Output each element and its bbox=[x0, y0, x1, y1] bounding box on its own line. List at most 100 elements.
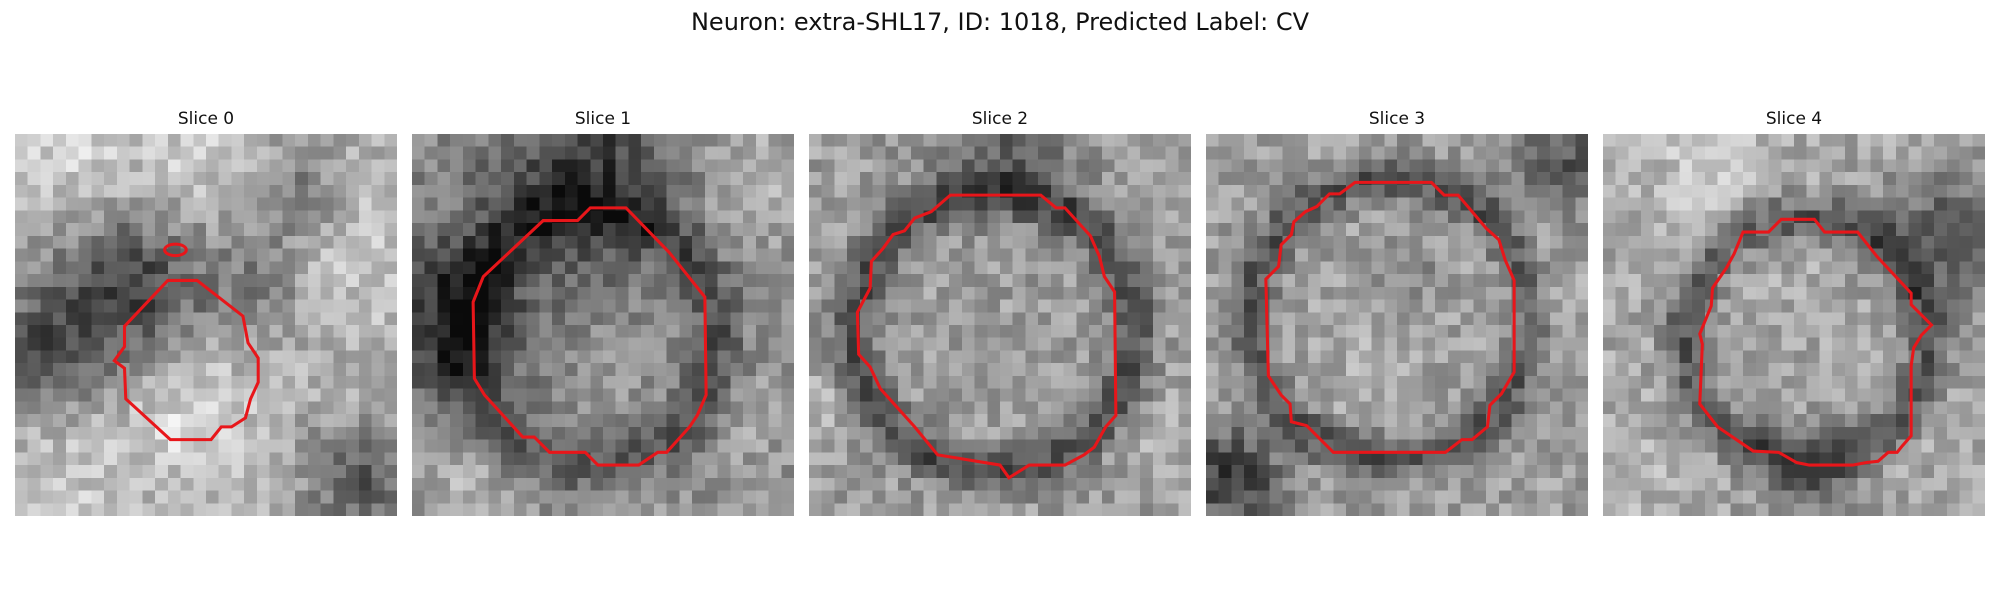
image-pixel bbox=[346, 134, 360, 147]
image-pixel bbox=[462, 375, 476, 389]
image-pixel bbox=[717, 350, 731, 364]
image-pixel bbox=[1857, 426, 1871, 440]
image-pixel bbox=[358, 388, 372, 402]
image-pixel bbox=[1641, 350, 1655, 364]
image-pixel bbox=[872, 274, 886, 288]
image-pixel bbox=[475, 210, 489, 224]
image-pixel bbox=[755, 223, 769, 237]
image-pixel bbox=[231, 146, 245, 160]
image-pixel bbox=[1231, 146, 1245, 160]
image-pixel bbox=[1768, 414, 1782, 428]
image-pixel bbox=[1908, 325, 1922, 338]
image-pixel bbox=[692, 426, 706, 440]
image-pixel bbox=[1870, 426, 1884, 440]
image-pixel bbox=[615, 235, 629, 249]
image-pixel bbox=[1794, 134, 1807, 147]
image-pixel bbox=[1794, 350, 1807, 364]
image-pixel bbox=[40, 299, 54, 313]
image-pixel bbox=[1921, 439, 1935, 453]
image-pixel bbox=[320, 388, 334, 402]
image-pixel bbox=[1025, 235, 1039, 249]
image-pixel bbox=[1730, 312, 1744, 326]
image-pixel bbox=[282, 134, 296, 147]
image-pixel bbox=[910, 146, 924, 160]
image-pixel bbox=[15, 210, 28, 224]
image-pixel bbox=[1397, 159, 1410, 173]
image-pixel bbox=[256, 312, 270, 326]
image-pixel bbox=[704, 159, 718, 173]
image-pixel bbox=[1038, 248, 1052, 262]
image-pixel bbox=[809, 261, 822, 275]
image-pixel bbox=[269, 235, 283, 249]
image-pixel bbox=[1959, 197, 1973, 211]
image-pixel bbox=[1206, 172, 1219, 186]
image-pixel bbox=[1959, 337, 1973, 351]
image-pixel bbox=[1730, 223, 1744, 237]
image-pixel bbox=[488, 325, 502, 338]
image-pixel bbox=[1050, 248, 1064, 262]
image-pixel bbox=[1063, 261, 1077, 275]
image-pixel bbox=[1819, 350, 1833, 364]
image-pixel bbox=[1908, 134, 1922, 147]
image-pixel bbox=[346, 184, 360, 198]
image-pixel bbox=[1562, 261, 1576, 275]
image-pixel bbox=[1231, 248, 1245, 262]
image-pixel bbox=[475, 439, 489, 453]
image-pixel bbox=[295, 223, 309, 237]
image-pixel bbox=[717, 159, 731, 173]
image-pixel bbox=[1307, 210, 1321, 224]
image-pixel bbox=[193, 465, 207, 479]
image-pixel bbox=[1730, 375, 1744, 389]
image-pixel bbox=[1165, 184, 1179, 198]
image-pixel bbox=[641, 414, 655, 428]
image-pixel bbox=[1165, 414, 1179, 428]
image-pixel bbox=[142, 159, 156, 173]
image-pixel bbox=[1346, 223, 1360, 237]
image-pixel bbox=[628, 375, 642, 389]
image-pixel bbox=[653, 299, 667, 313]
image-pixel bbox=[821, 414, 835, 428]
image-pixel bbox=[717, 146, 731, 160]
image-pixel bbox=[1959, 146, 1973, 160]
image-pixel bbox=[412, 414, 425, 428]
image-pixel bbox=[1666, 439, 1680, 453]
image-pixel bbox=[1358, 146, 1372, 160]
image-pixel bbox=[1717, 286, 1731, 300]
image-pixel bbox=[193, 210, 207, 224]
image-pixel bbox=[847, 134, 861, 147]
image-pixel bbox=[1127, 439, 1141, 453]
image-pixel bbox=[1844, 210, 1858, 224]
image-pixel bbox=[1959, 350, 1973, 364]
image-pixel bbox=[1063, 401, 1077, 415]
image-pixel bbox=[155, 223, 169, 237]
image-pixel bbox=[1972, 146, 1985, 160]
image-pixel bbox=[1857, 363, 1871, 377]
image-pixel bbox=[1794, 426, 1807, 440]
image-pixel bbox=[333, 223, 347, 237]
image-pixel bbox=[1346, 312, 1360, 326]
image-pixel bbox=[384, 274, 397, 288]
image-pixel bbox=[615, 350, 629, 364]
image-pixel bbox=[1256, 477, 1270, 491]
image-pixel bbox=[269, 325, 283, 338]
image-pixel bbox=[269, 439, 283, 453]
image-pixel bbox=[1717, 414, 1731, 428]
image-pixel bbox=[552, 134, 566, 147]
image-pixel bbox=[653, 490, 667, 504]
image-pixel bbox=[1178, 401, 1191, 415]
image-pixel bbox=[1050, 312, 1064, 326]
image-pixel bbox=[116, 439, 130, 453]
image-pixel bbox=[1320, 337, 1334, 351]
image-pixel bbox=[346, 477, 360, 491]
image-pixel bbox=[1307, 337, 1321, 351]
image-pixel bbox=[1473, 286, 1487, 300]
image-pixel bbox=[1025, 299, 1039, 313]
image-pixel bbox=[577, 261, 591, 275]
image-pixel bbox=[1165, 235, 1179, 249]
image-pixel bbox=[1269, 159, 1283, 173]
image-pixel bbox=[462, 248, 476, 262]
image-pixel bbox=[1537, 261, 1551, 275]
image-pixel bbox=[129, 261, 143, 275]
image-pixel bbox=[885, 159, 899, 173]
image-pixel bbox=[1473, 325, 1487, 338]
